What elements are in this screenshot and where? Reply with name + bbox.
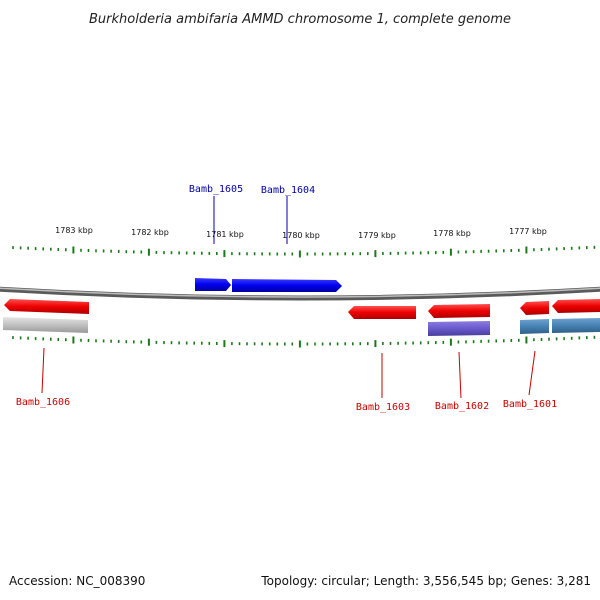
scale-label-1779: 1779 kbp [358,231,396,240]
chromosome-backbone [0,286,600,301]
callout-lines [41,196,536,399]
product-bar-bamb-1602 [428,321,490,336]
scale-label-1780: 1780 kbp [282,231,320,240]
product-bars [3,317,600,336]
product-bar-bamb-1601 [520,319,549,334]
scale-label-1782: 1782 kbp [131,228,169,237]
accession-text: Accession: NC_008390 [9,574,145,588]
map-title: Burkholderia ambifaria AMMD chromosome 1… [89,12,511,27]
scale-labels: 1783 kbp 1782 kbp 1781 kbp 1780 kbp 1779… [55,226,547,240]
callout-line-bamb-1601 [528,350,536,396]
gene-labels: Bamb_1605 Bamb_1604 Bamb_1606 Bamb_1603 … [16,184,557,413]
gene-bamb-1604[interactable] [232,279,342,292]
tick-row-top [12,245,596,258]
tick-row-bottom [12,335,596,348]
genome-summary-text: Topology: circular; Length: 3,556,545 bp… [260,574,591,588]
gene-reverse-edge[interactable] [552,299,600,313]
gene-label-bamb-1601[interactable]: Bamb_1601 [503,399,557,410]
gene-bamb-1606[interactable] [4,299,89,314]
reverse-genes [4,299,600,319]
gene-bamb-1603[interactable] [348,306,416,319]
gene-label-bamb-1603[interactable]: Bamb_1603 [356,402,410,413]
callout-line-bamb-1606 [41,347,45,394]
product-bar-bamb-1606 [3,317,88,333]
callout-line-bamb-1602 [458,351,462,399]
scale-label-1778: 1778 kbp [433,229,471,238]
gene-label-bamb-1606[interactable]: Bamb_1606 [16,397,70,408]
forward-genes [195,278,342,292]
gene-label-bamb-1604[interactable]: Bamb_1604 [261,185,315,196]
gene-bamb-1602[interactable] [428,304,490,318]
scale-label-1777: 1777 kbp [509,227,547,236]
gene-label-bamb-1602[interactable]: Bamb_1602 [435,401,489,412]
gene-bamb-1605[interactable] [195,278,231,291]
chromosome-backbone-highlight [0,287,600,298]
product-bar-edge [552,318,600,333]
gene-bamb-1601[interactable] [520,301,549,315]
gene-label-bamb-1605[interactable]: Bamb_1605 [189,184,243,195]
scale-label-1781: 1781 kbp [206,230,244,239]
scale-label-1783: 1783 kbp [55,226,93,235]
